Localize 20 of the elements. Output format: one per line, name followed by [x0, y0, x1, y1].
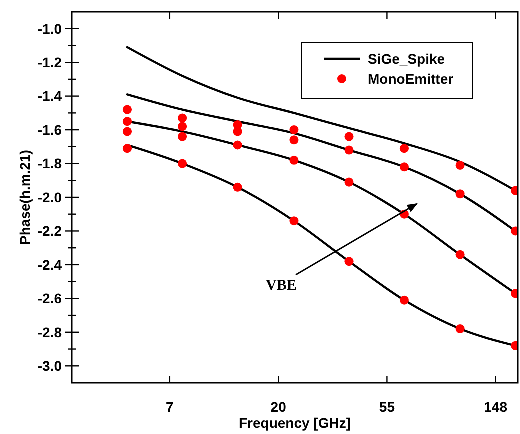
y-tick-label: -2.6 [38, 290, 62, 307]
y-tick-label: -2.0 [38, 189, 62, 206]
y-tick-label: -1.8 [38, 156, 62, 172]
x-tick-label: 148 [484, 398, 508, 415]
y-tick-label: -1.2 [38, 54, 62, 70]
legend-label: SiGe_Spike [368, 50, 446, 67]
annotation: VBE [266, 278, 297, 294]
y-tick-label: -1.0 [38, 20, 62, 37]
y-tick-label: -3.0 [38, 358, 62, 374]
y-axis-title: Phase(h.m.21) [17, 150, 33, 245]
x-tick-label: 55 [379, 398, 396, 415]
y-tick-label: -2.4 [38, 256, 62, 273]
legend-label: MonoEmitter [368, 70, 454, 87]
y-tick-label: -2.2 [38, 223, 62, 240]
x-tick-label: 20 [270, 398, 287, 415]
y-tick-label: -1.4 [38, 88, 62, 104]
x-tick-label: 7 [166, 398, 174, 415]
y-tick-label: -2.8 [38, 324, 62, 340]
y-tick-label: -1.6 [38, 122, 62, 138]
x-axis-title: Frequency [GHz] [238, 415, 352, 431]
